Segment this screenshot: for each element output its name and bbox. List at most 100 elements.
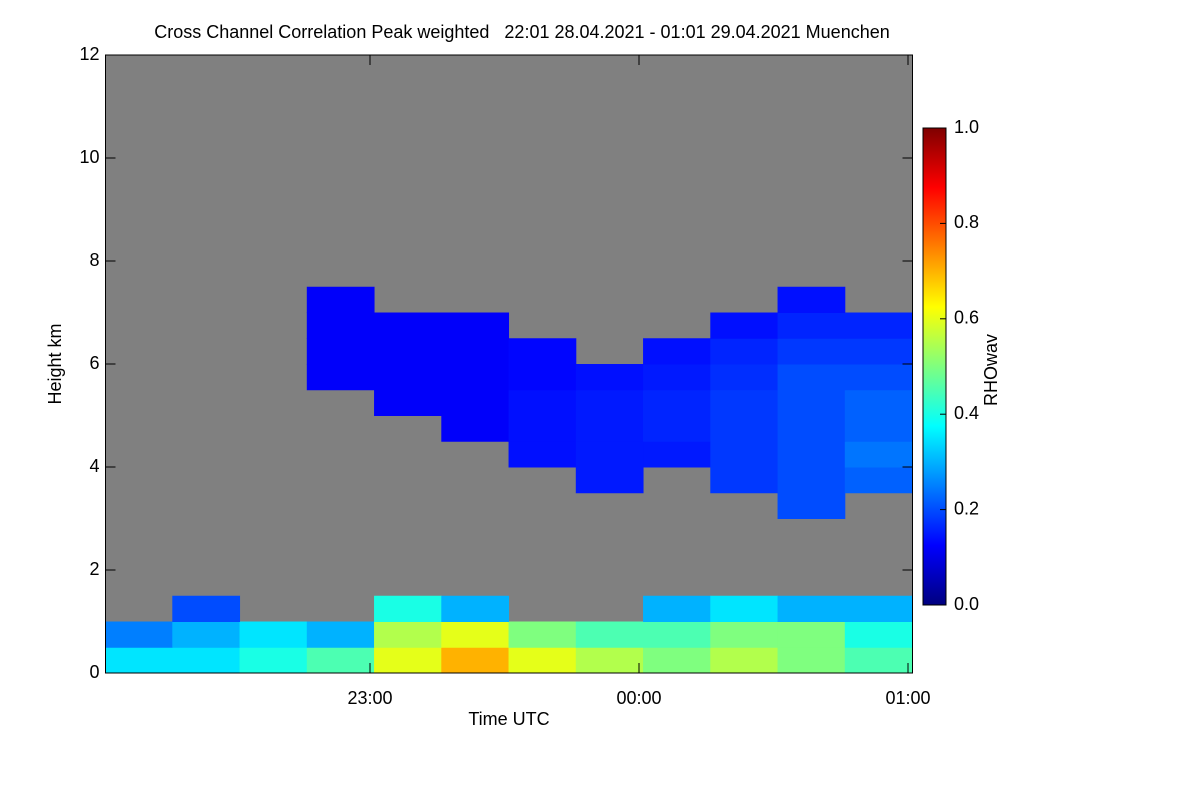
heatmap-cell <box>777 312 846 339</box>
heatmap-cell <box>575 415 644 442</box>
heatmap-cell <box>239 621 308 648</box>
heatmap-cell <box>777 389 846 416</box>
heatmap-cell <box>575 441 644 468</box>
heatmap-cell <box>441 364 510 391</box>
heatmap-cell <box>441 621 510 648</box>
heatmap-cell <box>844 364 913 391</box>
heatmap-cell <box>777 364 846 391</box>
colorbar <box>922 127 947 606</box>
colorbar-tick-label: 0.8 <box>954 212 979 232</box>
heatmap-cell <box>441 338 510 365</box>
heatmap-cell <box>777 286 846 313</box>
heatmap-cell <box>710 415 779 442</box>
heatmap-cell <box>643 389 711 416</box>
heatmap-cell <box>710 364 779 391</box>
heatmap-cell <box>643 415 711 442</box>
heatmap-cell <box>844 338 913 365</box>
heatmap-cell <box>508 389 577 416</box>
y-tick-label: 0 <box>89 662 99 682</box>
heatmap-cell <box>643 441 711 468</box>
heatmap-cell <box>844 415 913 442</box>
heatmap-cell <box>575 364 644 391</box>
heatmap-cell <box>777 595 846 622</box>
y-tick-label: 10 <box>79 147 99 167</box>
heatmap-cell <box>172 595 241 622</box>
heatmap-cell <box>374 364 442 391</box>
heatmap-cell <box>777 415 846 442</box>
heatmap-cell <box>441 647 510 674</box>
heatmap-cell <box>239 647 308 674</box>
heatmap-cell <box>508 621 577 648</box>
heatmap-cell <box>643 595 711 622</box>
y-tick-label: 8 <box>89 250 99 270</box>
heatmap-cell <box>777 621 846 648</box>
heatmap-cell <box>643 338 711 365</box>
heatmap-cell <box>777 647 846 674</box>
colorbar-tick-label: 0.0 <box>954 594 979 614</box>
heatmap-cell <box>508 364 577 391</box>
y-tick-label: 12 <box>79 44 99 64</box>
y-tick-label: 6 <box>89 353 99 373</box>
heatmap-cell <box>575 389 644 416</box>
heatmap-cell <box>172 647 241 674</box>
chart-title: Cross Channel Correlation Peak weighted … <box>154 22 890 42</box>
heatmap-cell <box>374 338 442 365</box>
heatmap-cell <box>105 647 173 674</box>
heatmap-cell <box>374 389 442 416</box>
y-tick-label: 2 <box>89 559 99 579</box>
heatmap-cell <box>777 441 846 468</box>
heatmap-cell <box>643 621 711 648</box>
heatmap-cell <box>643 364 711 391</box>
heatmap-cell <box>710 621 779 648</box>
heatmap-cell <box>710 441 779 468</box>
colorbar-tick-label: 0.2 <box>954 498 979 518</box>
colorbar-tick-label: 0.6 <box>954 308 979 328</box>
heatmap-cell <box>374 312 442 339</box>
heatmap-cell <box>441 595 510 622</box>
heatmap-cell <box>777 467 846 494</box>
heatmap-cell <box>508 415 577 442</box>
colorbar-label: RHOwav <box>981 334 1001 406</box>
heatmap-cell <box>575 621 644 648</box>
heatmap-cell <box>844 595 913 622</box>
heatmap-cell <box>441 415 510 442</box>
heatmap-cell <box>374 595 442 622</box>
heatmap-cell <box>306 286 375 313</box>
x-axis-label: Time UTC <box>468 709 549 729</box>
heatmap-cell <box>306 312 375 339</box>
colorbar-tick-label: 1.0 <box>954 117 979 137</box>
colorbar-tick-label: 0.4 <box>954 403 979 423</box>
heatmap-cell <box>441 312 510 339</box>
heatmap-cell <box>844 621 913 648</box>
heatmap-cell <box>710 389 779 416</box>
heatmap-cell <box>306 621 375 648</box>
heatmap-cell <box>844 441 913 468</box>
x-tick-label: 23:00 <box>347 688 392 708</box>
heatmap-cell <box>508 338 577 365</box>
heatmap-cell <box>710 312 779 339</box>
heatmap-cell <box>172 621 241 648</box>
x-tick-label: 00:00 <box>616 688 661 708</box>
heatmap-cell <box>710 338 779 365</box>
heatmap-cell <box>777 338 846 365</box>
heatmap-cell <box>441 389 510 416</box>
heatmap-cell <box>575 647 644 674</box>
heatmap-cell <box>844 312 913 339</box>
heatmap-cell <box>374 621 442 648</box>
heatmap-cell <box>844 389 913 416</box>
y-axis-label: Height km <box>45 323 65 404</box>
heatmap-cell <box>105 621 173 648</box>
heatmap-cell <box>306 338 375 365</box>
heatmap-cell <box>508 441 577 468</box>
y-tick-label: 4 <box>89 456 99 476</box>
heatmap-cell <box>306 647 375 674</box>
heatmap-cell <box>575 467 644 494</box>
heatmap-cell <box>374 647 442 674</box>
heatmap-cell <box>710 467 779 494</box>
heatmap-cell <box>306 364 375 391</box>
heatmap-cell <box>844 647 913 674</box>
heatmap-cell <box>844 467 913 494</box>
heatmap-cell <box>643 647 711 674</box>
heatmap-cell <box>710 647 779 674</box>
